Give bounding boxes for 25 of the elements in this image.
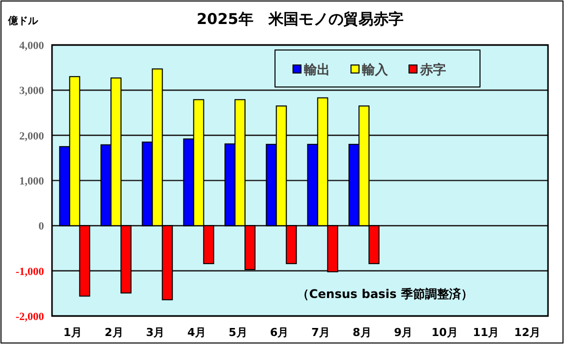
y-tick-label: 3,000 bbox=[19, 85, 44, 98]
x-tick-label: 4月 bbox=[187, 326, 206, 339]
y-tick-label: 4,000 bbox=[19, 40, 44, 52]
x-tick-label: 11月 bbox=[472, 326, 500, 339]
x-tick-label: 7月 bbox=[311, 326, 330, 339]
x-tick-label: 10月 bbox=[432, 326, 458, 339]
y-axis-title: 億ドル bbox=[7, 15, 39, 27]
x-tick-label: 12月 bbox=[514, 326, 540, 339]
y-tick-label: 1,000 bbox=[19, 176, 44, 188]
x-tick-label: 6月 bbox=[270, 326, 289, 339]
x-tick-label: 9月 bbox=[394, 326, 413, 339]
chart-title: 2025年 米国モノの貿易赤字 bbox=[196, 10, 404, 28]
legend-label: 輸入 bbox=[361, 62, 389, 78]
x-tick-label: 3月 bbox=[146, 326, 165, 339]
y-tick-label: 0 bbox=[38, 220, 44, 233]
y-tick-label: 2,000 bbox=[19, 130, 44, 142]
y-tick-label: -2,000 bbox=[16, 311, 44, 323]
y-tick-label: -1,000 bbox=[16, 266, 44, 278]
annotation: （Census basis 季節調整済） bbox=[297, 286, 473, 301]
x-tick-label: 8月 bbox=[352, 326, 372, 339]
x-tick-label: 2月 bbox=[104, 326, 124, 339]
legend-label: 輸出 bbox=[303, 63, 330, 78]
x-tick-label: 5月 bbox=[228, 326, 248, 339]
x-tick-label: 1月 bbox=[63, 326, 82, 339]
legend-label: 赤字 bbox=[419, 62, 446, 78]
